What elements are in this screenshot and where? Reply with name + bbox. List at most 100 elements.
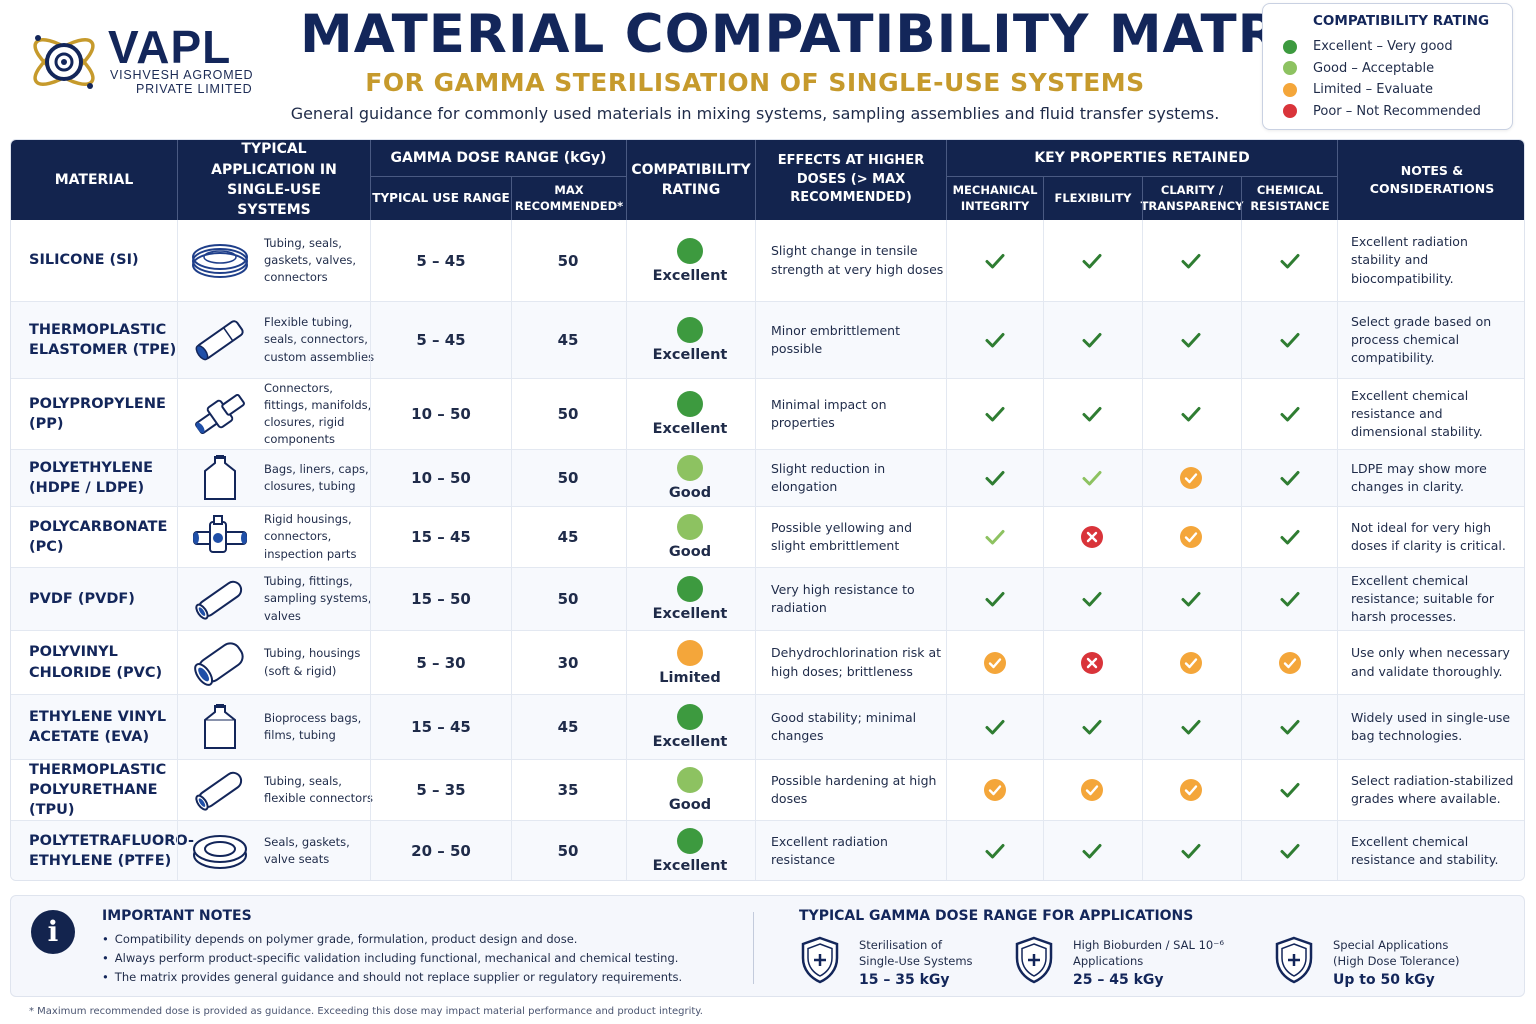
limited-check-icon — [1180, 651, 1202, 674]
header-mechanical: MECHANICAL INTEGRITY — [952, 182, 1038, 213]
prop-mechanical — [947, 631, 1043, 694]
application-text: Tubing, seals, gaskets, valves, connecto… — [264, 235, 357, 285]
prop-clarity — [1143, 631, 1239, 694]
housing-valve-icon — [193, 515, 247, 553]
header-notes: NOTES & CONSIDERATIONS — [1369, 162, 1495, 196]
prop-flexibility — [1044, 760, 1140, 820]
check-light-icon — [1082, 471, 1102, 486]
limited-check-icon — [1180, 526, 1202, 548]
limited-check-icon — [1180, 779, 1202, 801]
rating-dot-icon — [677, 391, 703, 417]
prop-chemical — [1242, 695, 1338, 759]
connector-fitting-icon — [195, 393, 245, 435]
rating-label: Limited — [659, 669, 721, 686]
prop-flexibility — [1044, 379, 1140, 449]
header-dose-group: GAMMA DOSE RANGE (kGy) — [390, 149, 607, 166]
housing-valve-icon — [189, 507, 251, 567]
check-icon — [1280, 530, 1300, 545]
shield-icon — [1015, 936, 1053, 984]
limited-check-icon — [984, 651, 1006, 674]
header-max-recommended: MAX RECOMMENDED* — [514, 182, 624, 213]
dose-label: High Bioburden / SAL 10⁻⁶ Applications — [1073, 938, 1224, 968]
rating-label: Good — [668, 544, 712, 560]
header-rating: COMPATIBILITY RATING — [631, 161, 751, 198]
check-icon — [985, 253, 1005, 268]
legend-label: Poor – Not Recommended — [1313, 103, 1481, 119]
limited-check-icon — [1081, 779, 1103, 801]
application-text: Bags, liners, caps, closures, tubing — [264, 461, 369, 493]
check-icon — [1181, 253, 1201, 268]
prop-mechanical — [947, 507, 1043, 567]
table-row: POLYPROPYLENE (PP) Connectors, fittings, … — [11, 379, 1524, 450]
legend-item-poor: Poor – Not Recommended — [1283, 101, 1512, 123]
gasket-ring-icon — [193, 835, 247, 869]
check-icon — [1181, 407, 1201, 422]
info-icon: i — [31, 910, 75, 954]
typical-range-value: 15 – 45 — [411, 718, 471, 736]
max-dose-value: 45 — [557, 528, 579, 546]
typical-range-value: 5 – 45 — [416, 331, 466, 349]
check-icon — [985, 471, 1005, 486]
pipe-icon — [189, 631, 251, 694]
rating-cell: Excellent — [626, 379, 754, 449]
rating-label: Good — [668, 797, 712, 813]
cross-icon — [1081, 651, 1103, 674]
notes-text: Excellent chemical resistance and dimens… — [1351, 387, 1483, 440]
flexible-tube-icon — [195, 320, 244, 361]
prop-mechanical — [947, 220, 1043, 301]
prop-flexibility — [1044, 302, 1140, 378]
effects-text: Dehydrochlorination risk at high doses; … — [771, 645, 942, 679]
rating-cell: Good — [626, 760, 754, 820]
rating-dot-icon — [677, 514, 703, 540]
cross-icon — [1081, 526, 1103, 548]
check-icon — [985, 333, 1005, 348]
dose-value: 25 – 45 kGy — [1073, 972, 1164, 988]
prop-clarity — [1143, 220, 1239, 301]
header-clarity: CLARITY / TRANSPARENCY — [1140, 182, 1244, 213]
material-name: POLYPROPYLENE (PP) — [29, 395, 166, 432]
rating-cell: Excellent — [626, 302, 754, 378]
table-row: THERMOPLASTIC ELASTOMER (TPE) Flexible tu… — [11, 302, 1524, 379]
rating-dot-icon — [677, 237, 703, 264]
company-logo: VAPL VISHVESH AGROMED PRIVATE LIMITED — [26, 20, 266, 104]
prop-clarity — [1143, 302, 1239, 378]
prop-mechanical — [947, 821, 1043, 880]
header-typical-range: TYPICAL USE RANGE — [372, 190, 510, 205]
rating-label: Good — [668, 485, 712, 501]
flexible-tube-icon — [189, 302, 251, 378]
notes-text: Excellent chemical resistance and stabil… — [1351, 833, 1499, 867]
typical-range-value: 10 – 50 — [411, 405, 471, 423]
tube-icon — [189, 568, 251, 630]
material-name: POLYVINYL CHLORIDE (PVC) — [29, 644, 163, 681]
tube-icon — [195, 580, 243, 620]
dose-label: Special Applications (High Dose Tolerance… — [1333, 938, 1460, 968]
application-text: Flexible tubing, seals, connectors, cust… — [264, 315, 375, 364]
prop-mechanical — [947, 379, 1043, 449]
green-dot-icon — [1283, 39, 1297, 54]
check-icon — [1280, 407, 1300, 422]
limited-check-icon — [1279, 651, 1301, 674]
effects-text: Possible yellowing and slight embrittlem… — [771, 519, 913, 553]
bioprocess-bag-icon — [204, 704, 236, 749]
max-dose-value: 45 — [557, 331, 579, 349]
table-row: POLYTETRAFLUORO-ETHYLENE (PTFE) Seals, ga… — [11, 821, 1524, 880]
max-dose-value: 50 — [557, 590, 579, 608]
rating-cell: Limited — [626, 631, 754, 694]
notes-text: Excellent chemical resistance; suitable … — [1351, 572, 1495, 625]
application-text: Tubing, fittings, sampling systems, valv… — [264, 574, 372, 623]
prop-chemical — [1242, 760, 1338, 820]
rating-cell: Good — [626, 450, 754, 506]
prop-clarity — [1143, 821, 1239, 880]
legend-title: COMPATIBILITY RATING — [1313, 13, 1490, 29]
legend-label: Good – Acceptable — [1313, 60, 1435, 76]
prop-clarity — [1143, 379, 1239, 449]
rating-label: Excellent — [652, 734, 728, 750]
max-dose-value: 35 — [557, 781, 579, 799]
table-row: POLYVINYL CHLORIDE (PVC) Tubing, housings… — [11, 631, 1524, 695]
notes-text: Not ideal for very high doses if clarity… — [1351, 519, 1506, 553]
limited-check-icon — [984, 779, 1006, 801]
red-dot-icon — [1283, 104, 1297, 119]
material-name: SILICONE (SI) — [29, 252, 139, 269]
notes-text: Widely used in single-use bag technologi… — [1351, 709, 1511, 743]
header-props-group: KEY PROPERTIES RETAINED — [1034, 149, 1250, 166]
